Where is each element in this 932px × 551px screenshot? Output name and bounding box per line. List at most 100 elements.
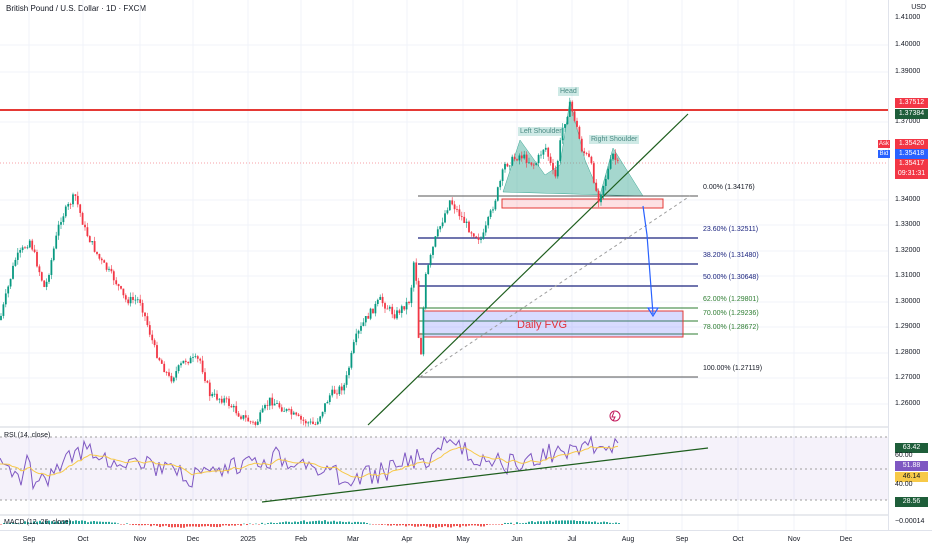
candle-body <box>230 405 233 408</box>
macd-bar <box>603 521 605 524</box>
candle-body <box>237 413 240 417</box>
candle-body <box>55 235 58 249</box>
macd-bar <box>327 521 329 524</box>
macd-bar <box>297 521 299 524</box>
candle-body <box>492 209 494 211</box>
macd-bar <box>180 524 182 528</box>
candle-body <box>120 286 122 289</box>
candle-body <box>278 403 281 408</box>
macd-bar <box>411 524 413 526</box>
candle-body <box>14 259 17 266</box>
macd-bar <box>111 522 113 524</box>
candle-body <box>556 160 559 177</box>
macd-bar <box>573 520 575 524</box>
candle-body <box>504 163 506 170</box>
rsi-ma-line <box>0 445 619 479</box>
macd-bar <box>141 524 143 526</box>
macd-bar <box>360 522 362 524</box>
candle-body <box>199 358 202 361</box>
candle-body <box>590 156 593 164</box>
candle-body <box>396 310 398 319</box>
candle-body <box>496 187 499 201</box>
macd-bar <box>132 524 134 526</box>
candle-body <box>165 372 168 373</box>
macd-bar <box>345 522 347 524</box>
candle-body <box>189 357 192 364</box>
macd-bar <box>189 524 191 527</box>
candle-body <box>141 302 144 313</box>
candle-body <box>288 409 290 410</box>
macd-bar <box>525 522 527 524</box>
candle-body <box>446 210 449 214</box>
macd-bar <box>468 524 470 526</box>
candle-body <box>554 169 557 177</box>
candle-body <box>175 371 178 378</box>
candle-body <box>417 280 420 338</box>
macd-bar <box>423 524 425 526</box>
candle-body <box>290 409 293 415</box>
candle-body <box>537 154 540 164</box>
candle-body <box>588 153 590 157</box>
macd-bar <box>450 524 452 528</box>
candle-body <box>352 342 355 353</box>
macd-bar <box>495 524 497 525</box>
candle-body <box>192 357 194 358</box>
candle-body <box>295 412 298 415</box>
macd-bar <box>195 524 197 527</box>
macd-bar <box>147 524 149 525</box>
candle-body <box>362 322 365 326</box>
macd-bar <box>288 521 290 524</box>
rsi-band <box>0 437 888 500</box>
price-tick: 1.39000 <box>895 68 921 75</box>
price-axis[interactable] <box>888 0 932 530</box>
candle-body <box>100 258 103 261</box>
macd-bar <box>3 522 5 524</box>
candle-body <box>444 213 446 223</box>
symbol-title[interactable]: British Pound / U.S. Dollar · 1D · FXCM <box>6 4 147 13</box>
candle-body <box>261 408 264 413</box>
macd-bar <box>492 524 494 525</box>
currency-label[interactable]: USD <box>911 4 926 11</box>
macd-bar <box>36 521 38 524</box>
candle-body <box>403 306 406 310</box>
candle-body <box>146 316 149 326</box>
rsi-lower-tag: 28.56 <box>895 497 928 507</box>
last-price-tag: 1.35417 <box>895 159 928 169</box>
macd-bar <box>291 522 293 524</box>
candle-body <box>204 372 206 382</box>
candle-body <box>182 360 185 364</box>
macd-bar <box>570 520 572 524</box>
macd-bar <box>300 521 302 524</box>
candle-body <box>43 280 46 287</box>
macd-bar <box>276 523 278 524</box>
time-axis[interactable] <box>0 530 932 551</box>
candle-body <box>501 169 504 181</box>
candle-body <box>52 248 55 261</box>
candle-body <box>564 124 566 128</box>
macd-title[interactable]: MACD (12, 26, close) <box>4 519 71 526</box>
candle-body <box>242 415 245 419</box>
macd-bar <box>318 520 320 524</box>
candle-body <box>472 233 475 237</box>
macd-bar <box>129 524 131 525</box>
macd-bar <box>282 522 284 524</box>
macd-bar <box>549 520 551 524</box>
macd-bar <box>231 524 233 526</box>
candle-body <box>194 356 197 358</box>
candle-body <box>220 398 223 403</box>
candle-body <box>276 403 278 404</box>
candle-body <box>494 200 497 210</box>
macd-bar <box>438 524 440 527</box>
rsi-title[interactable]: RSI (14, close) <box>4 432 51 439</box>
candle-body <box>458 209 461 217</box>
price-chart[interactable] <box>0 0 888 530</box>
candle-body <box>410 287 413 304</box>
candle-body <box>67 204 70 207</box>
candle-body <box>93 241 96 252</box>
macd-bar <box>531 521 533 524</box>
candle-body <box>2 304 5 316</box>
candle-body <box>391 306 394 315</box>
macd-bar <box>294 521 296 524</box>
macd-bar <box>366 522 368 524</box>
macd-bar <box>456 524 458 527</box>
